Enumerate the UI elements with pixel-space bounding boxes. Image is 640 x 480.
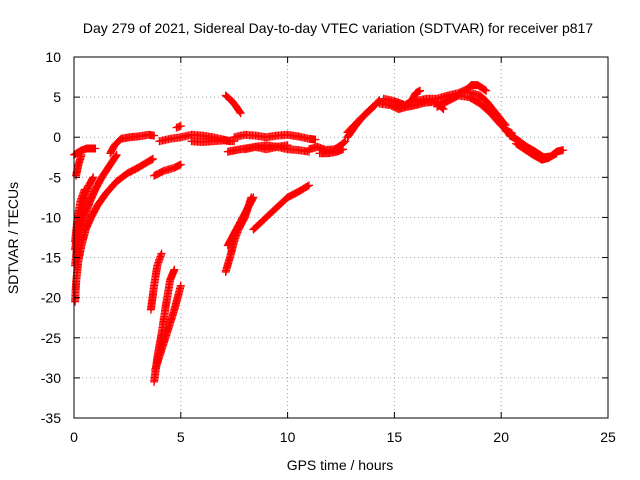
plus-marker-trace: [221, 91, 245, 118]
plus-marker-trace: [223, 193, 258, 250]
plus-marker-trace: [187, 136, 239, 146]
grid-lines: [74, 57, 608, 418]
x-tick-label: 25: [600, 429, 616, 445]
series-arc-17: [223, 193, 258, 250]
y-tick-label: -35: [41, 410, 61, 426]
series-arc-22: [305, 137, 350, 155]
series-arc-7: [106, 130, 159, 158]
plus-marker-trace: [151, 281, 185, 374]
plus-marker-trace: [315, 145, 348, 158]
series-arc-25: [343, 101, 380, 137]
x-tick-labels: 0 5 10 15 20 25: [70, 429, 616, 445]
plus-marker-trace: [230, 130, 320, 144]
series-arc-13: [172, 122, 185, 132]
y-tick-label: -5: [49, 169, 62, 185]
chart-title: Day 279 of 2021, Sidereal Day-to-day VTE…: [83, 20, 593, 36]
series-arc-4: [71, 185, 89, 246]
series-arc-14: [187, 136, 239, 146]
x-axis-label: GPS time / hours: [287, 457, 394, 473]
y-tick-label: -25: [41, 330, 61, 346]
x-tick-label: 5: [177, 429, 185, 445]
plus-marker-trace: [305, 137, 350, 155]
series-arc-6: [72, 150, 86, 180]
plus-marker-trace: [71, 154, 157, 306]
plus-marker-trace: [146, 249, 166, 314]
series-arc-11: [150, 160, 185, 180]
plus-marker-trace: [106, 130, 159, 158]
plus-marker-trace: [240, 141, 292, 154]
series-arc-8: [146, 249, 166, 314]
plus-marker-trace: [465, 88, 510, 130]
y-axis-label: SDTVAR / TECUs: [5, 182, 21, 294]
series-arc-19: [230, 130, 320, 144]
series-arc-23: [315, 145, 348, 158]
plus-marker-trace: [249, 181, 313, 234]
plus-marker-trace: [343, 101, 380, 137]
x-tick-label: 15: [387, 429, 403, 445]
y-tick-label: 5: [53, 89, 61, 105]
series-arc-15: [221, 91, 245, 118]
y-tick-label: 10: [45, 49, 61, 65]
plus-marker-trace: [501, 126, 523, 146]
y-tick-labels: 10 5 0 -5 -10 -15 -20 -25 -30 -35: [41, 49, 61, 426]
series-arc-32: [512, 139, 561, 164]
series-arc-20: [240, 141, 292, 154]
x-tick-label: 20: [493, 429, 509, 445]
series-arc-21: [249, 181, 313, 234]
plot-frame: [73, 56, 609, 419]
series-arc-1: [71, 154, 157, 306]
x-tick-label: 0: [70, 429, 78, 445]
plus-marker-trace: [172, 122, 185, 132]
y-tick-label: 0: [53, 129, 61, 145]
series-arc-33: [501, 126, 523, 146]
y-tick-label: -15: [41, 250, 61, 266]
series-arc-10: [151, 281, 185, 374]
series-arc-30: [465, 88, 510, 130]
plus-marker-trace: [150, 160, 185, 180]
plus-marker-trace: [71, 185, 89, 246]
data-points: [70, 81, 568, 386]
y-tick-label: -10: [41, 209, 61, 225]
plus-marker-trace: [72, 150, 86, 180]
y-tick-label: -30: [41, 370, 61, 386]
axis-ticks: [73, 56, 609, 419]
y-tick-label: -20: [41, 290, 61, 306]
x-tick-label: 10: [280, 429, 296, 445]
plus-marker-trace: [512, 139, 561, 164]
